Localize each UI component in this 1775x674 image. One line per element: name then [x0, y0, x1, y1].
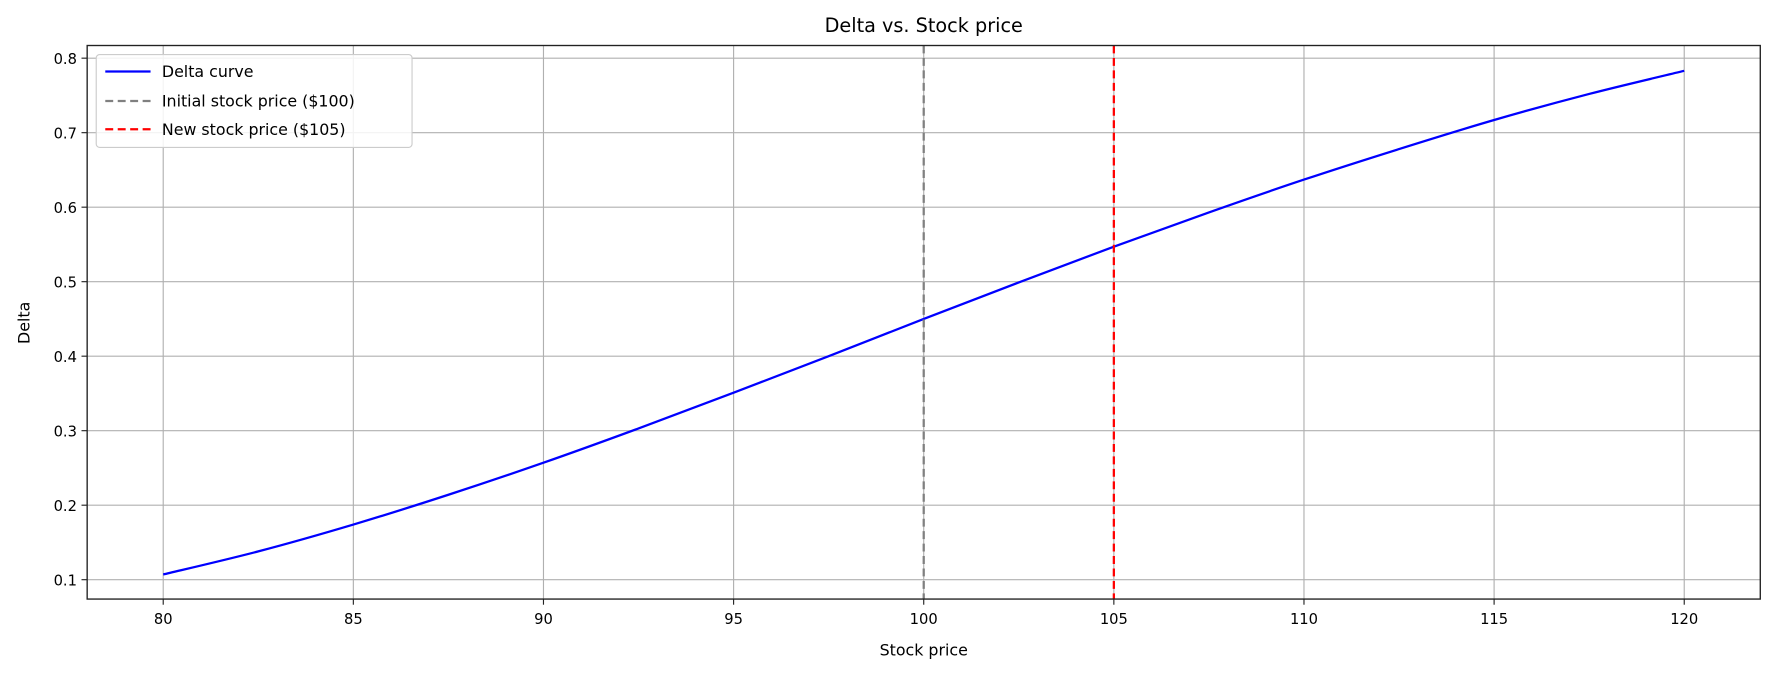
y-tick-label: 0.5: [54, 274, 77, 291]
x-tick-label: 100: [910, 611, 938, 628]
y-tick-label: 0.8: [54, 51, 77, 68]
y-axis-label: Delta: [14, 302, 33, 344]
x-tick-label: 115: [1480, 611, 1508, 628]
x-axis-label: Stock price: [880, 641, 968, 660]
x-tick-label: 80: [154, 611, 173, 628]
y-tick-label: 0.6: [54, 200, 77, 217]
plot-frame: [86, 44, 1761, 600]
x-tick-label: 85: [344, 611, 363, 628]
x-tick-label: 90: [534, 611, 553, 628]
x-tick-label: 110: [1290, 611, 1318, 628]
chart-title: Delta vs. Stock price: [825, 14, 1023, 37]
y-ticks: 0.1 0.2 0.3 0.4 0.5 0.6 0.7 0.8: [54, 51, 88, 589]
plot-marks: [162, 45, 1685, 600]
legend-label-initial-price: Initial stock price ($100): [162, 92, 355, 111]
x-ticks: 80 85 90 95 100 105 110 115 120: [154, 599, 1698, 628]
y-tick-label: 0.4: [54, 349, 77, 366]
x-tick-label: 95: [724, 611, 743, 628]
y-tick-label: 0.7: [54, 125, 77, 142]
legend-label-new-price: New stock price ($105): [162, 120, 346, 139]
delta-curve-line: [162, 69, 1685, 576]
legend-box: [95, 53, 413, 148]
legend: Delta curve Initial stock price ($100) N…: [95, 53, 413, 148]
y-tick-label: 0.3: [54, 423, 77, 440]
y-tick-label: 0.2: [54, 498, 77, 515]
x-tick-label: 120: [1670, 611, 1698, 628]
legend-label-delta-curve: Delta curve: [162, 62, 254, 81]
y-tick-label: 0.1: [54, 572, 77, 589]
x-tick-label: 105: [1100, 611, 1128, 628]
